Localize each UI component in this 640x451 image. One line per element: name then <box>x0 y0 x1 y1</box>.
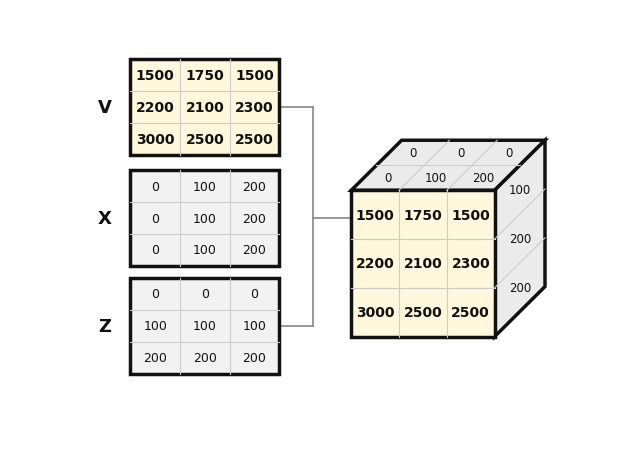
Text: 2200: 2200 <box>136 101 175 115</box>
Text: 0: 0 <box>250 288 259 301</box>
Text: 0: 0 <box>457 147 465 160</box>
Text: 0: 0 <box>151 288 159 301</box>
Text: 0: 0 <box>151 244 159 257</box>
Text: 0: 0 <box>201 288 209 301</box>
Text: 100: 100 <box>243 320 266 332</box>
Text: 1750: 1750 <box>186 69 224 83</box>
Text: 200: 200 <box>243 351 266 364</box>
Text: 2500: 2500 <box>451 305 490 319</box>
Text: 1500: 1500 <box>451 208 490 222</box>
Text: 1500: 1500 <box>356 208 394 222</box>
Text: 0: 0 <box>409 147 417 160</box>
Text: 200: 200 <box>193 351 217 364</box>
Text: 0: 0 <box>151 212 159 225</box>
Bar <box>131 171 279 266</box>
Text: 3000: 3000 <box>356 305 394 319</box>
Text: 200: 200 <box>243 180 266 193</box>
Text: 0: 0 <box>505 147 512 160</box>
Text: 100: 100 <box>193 180 217 193</box>
Bar <box>131 60 279 156</box>
Text: 2100: 2100 <box>404 257 442 271</box>
Text: 200: 200 <box>509 281 531 294</box>
Text: 200: 200 <box>472 172 495 185</box>
Text: 200: 200 <box>243 212 266 225</box>
Text: 2300: 2300 <box>451 257 490 271</box>
Text: 100: 100 <box>193 320 217 332</box>
Text: 1750: 1750 <box>404 208 442 222</box>
Text: 1500: 1500 <box>235 69 274 83</box>
Text: 200: 200 <box>243 244 266 257</box>
Text: Z: Z <box>99 317 111 335</box>
Text: 1500: 1500 <box>136 69 175 83</box>
Text: X: X <box>98 210 112 227</box>
Text: 0: 0 <box>384 172 392 185</box>
Text: 200: 200 <box>509 232 531 245</box>
Text: 3000: 3000 <box>136 133 175 147</box>
Text: 2500: 2500 <box>404 305 442 319</box>
Text: 2200: 2200 <box>356 257 394 271</box>
Text: 2100: 2100 <box>186 101 224 115</box>
Text: 100: 100 <box>509 184 531 197</box>
Text: 100: 100 <box>143 320 167 332</box>
Text: V: V <box>98 99 112 117</box>
Text: 100: 100 <box>424 172 447 185</box>
Text: 2500: 2500 <box>186 133 224 147</box>
Polygon shape <box>351 141 545 191</box>
Polygon shape <box>495 141 545 337</box>
Text: 100: 100 <box>193 244 217 257</box>
Text: 2300: 2300 <box>235 101 274 115</box>
Text: 100: 100 <box>193 212 217 225</box>
Text: 2500: 2500 <box>235 133 274 147</box>
Text: 200: 200 <box>143 351 167 364</box>
Bar <box>131 278 279 374</box>
Text: 0: 0 <box>151 180 159 193</box>
Polygon shape <box>351 191 495 337</box>
